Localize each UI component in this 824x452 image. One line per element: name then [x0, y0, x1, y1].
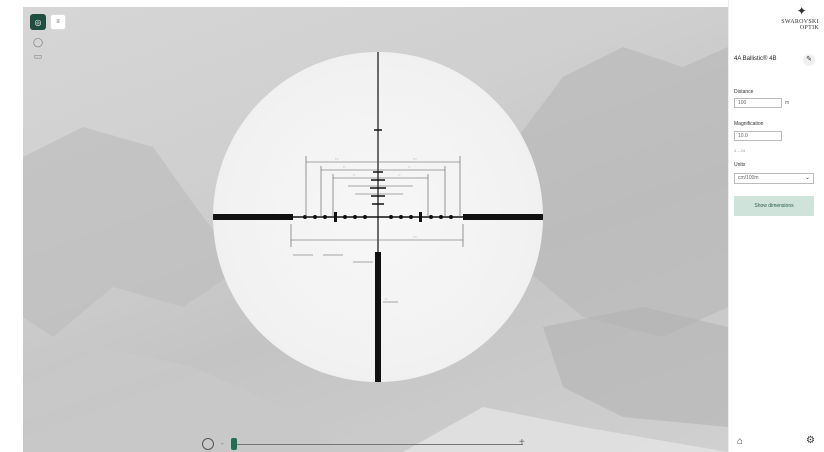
svg-text:◦◦: ◦◦: [343, 165, 346, 169]
reticle-target-icon[interactable]: ◎: [30, 14, 46, 30]
zoom-reset-icon[interactable]: [202, 438, 214, 450]
ruler-icon[interactable]: ▭: [33, 51, 43, 61]
bottom-post: [375, 252, 381, 382]
zoom-minus[interactable]: -: [221, 439, 224, 448]
left-post: [213, 214, 293, 220]
svg-text:◦◦: ◦◦: [353, 173, 356, 177]
settings-panel: ✦ SWAROVSKI OPTIK 4A Ballistic® 4B ✎ Dis…: [728, 0, 824, 452]
reticle-viewer[interactable]: ◎ ≡ ◯ ▭: [23, 7, 728, 452]
svg-text:◦◦◦: ◦◦◦: [413, 157, 417, 161]
distance-input[interactable]: 100: [734, 98, 782, 108]
magnification-input[interactable]: 10.0: [734, 131, 782, 141]
show-dimensions-button[interactable]: Show dimensions: [734, 196, 814, 216]
mountain-background: [23, 47, 728, 452]
zoom-plus[interactable]: +: [519, 437, 525, 448]
logo-line2: OPTIK: [799, 25, 819, 31]
zoom-track[interactable]: [233, 444, 523, 445]
top-toolbar: ◎ ≡: [30, 14, 66, 30]
logo-line1: SWAROVSKI: [781, 19, 819, 25]
reticle-title: 4A Ballistic® 4B: [734, 56, 777, 62]
swan-logo-icon: ✦: [796, 4, 807, 18]
gear-icon[interactable]: ⚙: [806, 435, 815, 446]
distance-label: Distance: [734, 89, 754, 95]
side-toolbar: ◯ ▭: [33, 37, 43, 61]
edit-pencil-icon[interactable]: ✎: [803, 54, 815, 66]
scope-circle: ◦◦◦ ◦◦◦ ◦◦ ◦◦ ◦◦ ◦◦ ◦◦◦ ◦◦: [213, 52, 543, 382]
units-label: Units: [734, 162, 746, 168]
dimension-lines: [290, 156, 464, 303]
zoom-thumb[interactable]: [231, 438, 237, 450]
right-post: [463, 214, 543, 220]
svg-text:◦◦: ◦◦: [398, 173, 401, 177]
zoom-slider[interactable]: - +: [199, 437, 529, 451]
brand-logo: ✦ SWAROVSKI OPTIK: [773, 4, 819, 31]
lightbulb-icon[interactable]: ◯: [33, 37, 44, 47]
magnification-hint: 4 – 24: [734, 148, 746, 153]
svg-text:◦◦◦: ◦◦◦: [335, 157, 339, 161]
windage-ticks: [303, 212, 453, 222]
home-icon[interactable]: ⌂: [737, 436, 744, 447]
holdover-marks: [370, 129, 386, 205]
svg-text:◦◦: ◦◦: [408, 165, 411, 169]
svg-text:◦◦: ◦◦: [385, 297, 388, 301]
reticle-graphic: ◦◦◦ ◦◦◦ ◦◦ ◦◦ ◦◦ ◦◦ ◦◦◦ ◦◦: [213, 52, 543, 382]
svg-text:◦◦◦: ◦◦◦: [413, 235, 417, 239]
menu-icon[interactable]: ≡: [50, 14, 66, 30]
magnification-label: Magnification: [734, 121, 764, 127]
dimension-labels: ◦◦◦ ◦◦◦ ◦◦ ◦◦ ◦◦ ◦◦ ◦◦◦ ◦◦: [335, 157, 417, 301]
units-value: cm/100m: [738, 175, 759, 181]
units-select[interactable]: cm/100m ⌄: [734, 173, 814, 184]
distance-unit: m: [785, 100, 790, 106]
chevron-down-icon: ⌄: [804, 175, 810, 181]
